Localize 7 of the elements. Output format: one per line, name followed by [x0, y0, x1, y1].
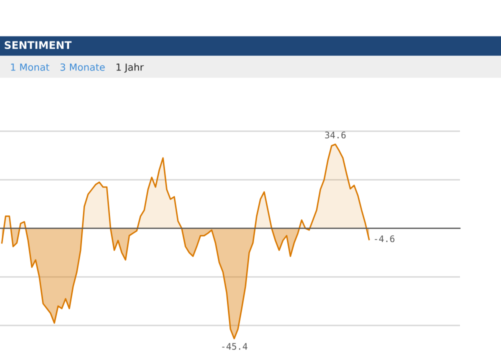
text: 3 Monate [60, 63, 105, 71]
chart-title: SENTIMENT [4, 41, 72, 50]
data-label: -4.6 [374, 235, 394, 242]
data-label: 34.6 [325, 132, 346, 138]
text: 1 Monat [11, 64, 50, 71]
text: 1 Jahr [116, 63, 144, 73]
data-label: -45.4 [222, 343, 248, 350]
